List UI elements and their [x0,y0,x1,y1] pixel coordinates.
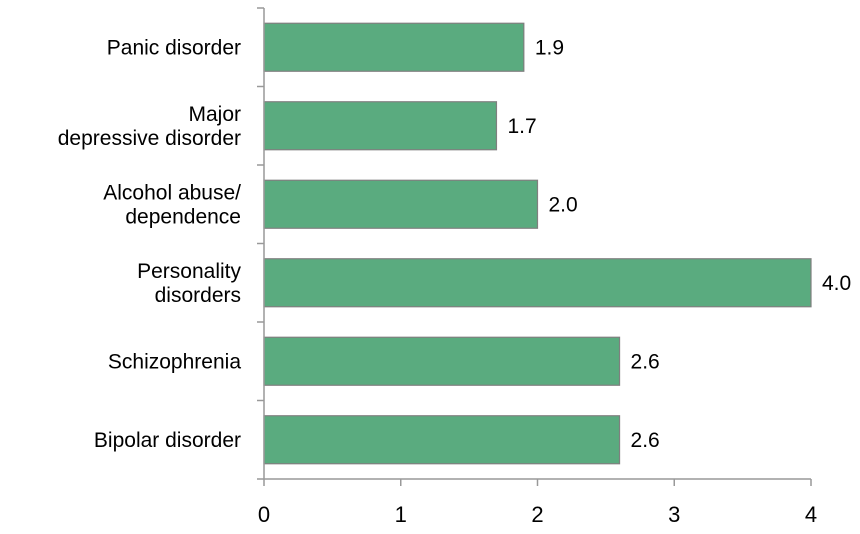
value-label: 1.7 [507,115,536,138]
category-label: depressive disorder [58,127,241,150]
value-label: 4.0 [822,272,851,295]
category-label: Alcohol abuse/ [103,181,241,204]
category-label: Major [188,103,241,126]
axes-layer [257,7,812,486]
value-label: 2.6 [631,429,660,452]
x-tick-label: 4 [805,502,817,527]
x-tick-label: 0 [258,502,270,527]
category-label: Panic disorder [107,36,241,59]
bar [263,22,525,72]
value-label: 2.0 [549,193,578,216]
bar [263,179,539,229]
category-label: disorders [155,284,241,307]
bar [263,101,498,151]
value-label: 2.6 [631,350,660,373]
bar [263,258,812,308]
value-label: 1.9 [535,36,564,59]
category-label: Personality [137,260,241,283]
x-tick-label: 3 [668,502,680,527]
bar [263,336,621,386]
bar [263,415,621,465]
x-tick-label: 2 [531,502,543,527]
x-tick-label: 1 [395,502,407,527]
category-label: dependence [125,205,241,228]
category-label: Bipolar disorder [94,429,241,452]
category-label: Schizophrenia [108,350,241,373]
bars-layer [263,22,812,465]
